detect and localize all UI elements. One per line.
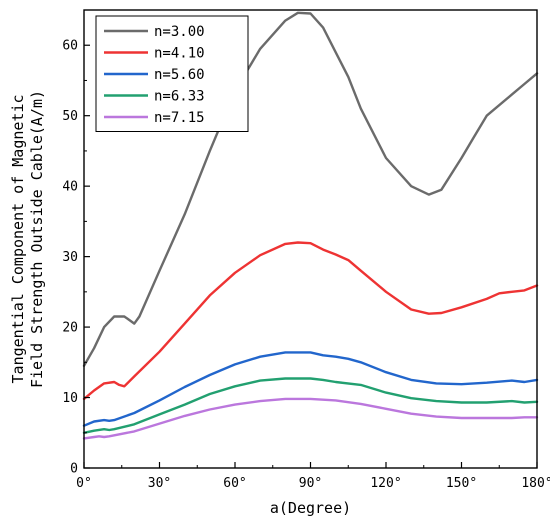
x-tick-label: 90° [299,476,322,491]
legend: n=3.00 n=4.10 n=5.60 n=6.33 n=7.15 [95,15,249,132]
y-tick-label: 60 [62,39,78,54]
x-axis: 0° 30° 60° 90° 120° 150° 180° [76,462,550,491]
series-layer [82,11,539,440]
legend-label: n=5.60 [154,67,205,83]
legend-label: n=3.00 [154,24,205,40]
y-tick-label: 20 [62,321,78,336]
y-tick-label: 0 [70,462,78,477]
legend-label: n=7.15 [154,110,205,126]
x-tick-label: 180° [521,476,550,491]
x-tick-label: 0° [76,476,92,491]
series-line-2 [82,241,539,401]
x-tick-label: 30° [148,476,171,491]
y-axis: 0 10 20 30 40 50 60 [62,39,90,477]
y-axis-title-line-2: Field Strength Outside Cable(A/m) [28,90,46,388]
y-axis-title: Tangential Component of Magnetic Field S… [9,90,46,388]
series-line-3 [82,351,539,427]
legend-label: n=6.33 [154,89,205,105]
y-tick-label: 50 [62,109,78,124]
x-axis-title: a(Degree) [270,499,351,517]
y-tick-label: 10 [62,391,78,406]
x-tick-label: 150° [446,476,477,491]
y-tick-label: 40 [62,180,78,195]
y-tick-label: 30 [62,250,78,265]
x-tick-label: 120° [370,476,401,491]
legend-label: n=4.10 [154,46,205,62]
x-tick-label: 60° [223,476,246,491]
series-line-4 [82,377,539,434]
series-line-5 [82,397,539,440]
series-line-1 [82,11,539,367]
y-axis-title-line-1: Tangential Component of Magnetic [9,95,27,384]
